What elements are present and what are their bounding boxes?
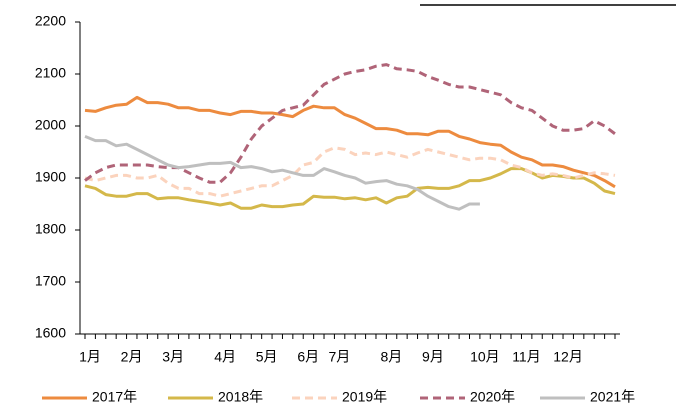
series-line bbox=[84, 95, 616, 189]
x-tick-label: 2月 bbox=[121, 349, 143, 365]
x-tick-label: 8月 bbox=[380, 349, 402, 365]
x-tick-label: 4月 bbox=[214, 349, 236, 365]
y-tick-label: 2000 bbox=[35, 117, 66, 133]
x-tick-label: 7月 bbox=[329, 349, 351, 365]
series-line bbox=[84, 146, 616, 198]
y-tick-label: 2100 bbox=[35, 65, 66, 81]
x-tick-label: 11月 bbox=[512, 349, 541, 365]
x-tick-label: 9月 bbox=[422, 349, 444, 365]
series-line bbox=[84, 135, 480, 211]
x-tick-label: 3月 bbox=[162, 349, 184, 365]
x-tick-label: 5月 bbox=[256, 349, 278, 365]
y-tick-label: 1800 bbox=[35, 221, 66, 237]
y-tick-label: 1900 bbox=[35, 169, 66, 185]
legend-label: 2019年 bbox=[342, 389, 387, 405]
legend-label: 2020年 bbox=[470, 389, 515, 405]
x-tick-label: 10月 bbox=[470, 349, 500, 365]
legend-label: 2018年 bbox=[218, 389, 263, 405]
y-tick-label: 2200 bbox=[35, 13, 66, 29]
y-tick-label: 1600 bbox=[35, 325, 66, 341]
x-tick-label: 1月 bbox=[79, 349, 101, 365]
x-tick-label: 12月 bbox=[553, 349, 583, 365]
series-line bbox=[84, 167, 616, 210]
legend-label: 2021年 bbox=[590, 389, 635, 405]
y-tick-label: 1700 bbox=[35, 273, 66, 289]
x-tick-label: 6月 bbox=[297, 349, 319, 365]
legend-label: 2017年 bbox=[92, 389, 137, 405]
